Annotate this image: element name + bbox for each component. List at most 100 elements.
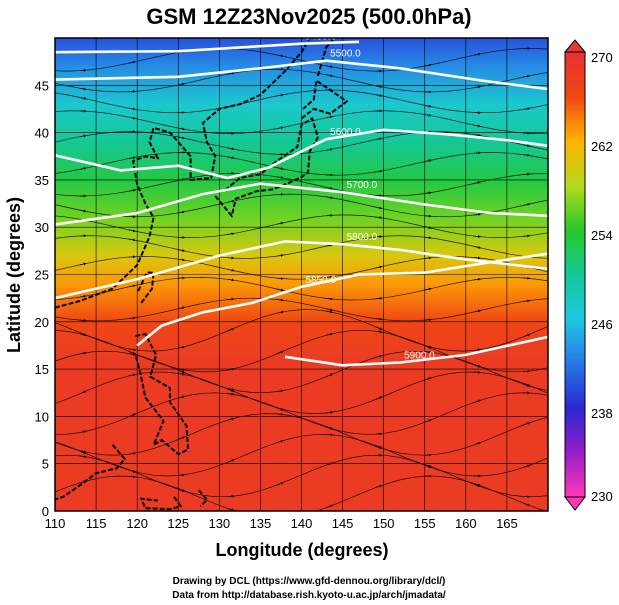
wind-arrow	[326, 426, 333, 430]
wind-arrow	[227, 200, 235, 203]
streamline	[55, 309, 548, 352]
wind-arrow	[128, 156, 136, 160]
x-tick-label: 155	[414, 516, 436, 531]
wind-arrow	[375, 354, 383, 358]
x-tick-label: 120	[126, 516, 148, 531]
wind-arrow	[523, 333, 531, 338]
contour-label: 5800.0	[347, 232, 378, 243]
wind-arrow	[178, 488, 186, 492]
wind-arrow	[326, 332, 333, 336]
y-tick-label: 45	[35, 78, 49, 93]
wind-arrow	[79, 96, 87, 100]
x-tick-label: 145	[332, 516, 354, 531]
height-contours: 5400.0 5500.0 5600.0 5800.0 5700.0 5850.0 5900…	[55, 38, 548, 367]
wind-arrow	[79, 332, 87, 336]
colorbar-tick-label: 262	[591, 139, 613, 154]
wind-arrow	[424, 104, 432, 108]
plot-frame	[54, 37, 549, 512]
wind-arrow	[79, 134, 87, 138]
wind-arrow	[128, 353, 136, 356]
contour-label: 5850.0	[306, 275, 337, 286]
wind-arrow	[375, 330, 383, 334]
wind-arrow	[276, 439, 284, 443]
y-tick-label: 0	[42, 504, 49, 519]
wind-arrow	[227, 367, 235, 371]
wind-arrow	[227, 388, 235, 392]
wind-arrow	[79, 430, 87, 434]
y-tick-label: 35	[35, 173, 49, 188]
wind-arrow	[276, 126, 284, 130]
wind-arrow	[523, 203, 531, 206]
wind-arrow	[474, 277, 481, 281]
wind-arrow	[227, 327, 235, 332]
wind-arrow	[375, 265, 383, 269]
wind-arrow	[523, 234, 531, 238]
wind-arrow	[326, 462, 333, 466]
colorbar-tick-label: 230	[591, 489, 613, 504]
wind-arrow	[326, 196, 333, 199]
height-contour	[136, 252, 548, 347]
x-tick-label: 160	[455, 516, 477, 531]
wind-arrow	[128, 475, 136, 479]
contour-label: 5900.0	[404, 350, 435, 361]
height-contour	[55, 240, 548, 300]
contour-label: 5700.0	[347, 180, 378, 191]
wind-arrow	[326, 74, 333, 77]
contour-label: 5600.0	[330, 127, 361, 138]
y-tick-label: 10	[35, 409, 49, 424]
wind-arrow	[424, 345, 432, 349]
wind-arrow	[79, 450, 87, 453]
height-contour	[55, 40, 360, 54]
streamline	[55, 131, 548, 155]
x-tick-label: 135	[250, 516, 272, 531]
wind-arrow	[424, 318, 432, 322]
wind-arrow	[276, 350, 284, 355]
wind-arrow	[523, 276, 531, 280]
x-tick-label: 110	[45, 516, 66, 531]
wind-arrow	[128, 350, 136, 355]
wind-arrow	[523, 422, 531, 426]
streamline	[55, 256, 548, 280]
coastline-segment	[139, 496, 183, 511]
wind-arrow	[276, 288, 284, 292]
wind-arrow	[326, 148, 333, 151]
y-tick-label: 15	[35, 362, 49, 377]
wind-arrow	[424, 159, 432, 163]
streamline	[55, 454, 548, 498]
wind-arrow	[424, 287, 432, 291]
wind-arrow	[227, 392, 235, 396]
x-axis-ticks: 110 115 120 125 130 135 140 145 150 155 160 165	[45, 516, 518, 531]
colorbar-max-extend	[563, 39, 587, 53]
wind-arrow	[178, 258, 186, 262]
streamline	[55, 277, 548, 301]
wind-arrow	[128, 452, 136, 455]
wind-arrow	[79, 68, 87, 72]
wind-arrow	[473, 133, 481, 137]
wind-arrow	[473, 85, 481, 89]
wind-arrow	[326, 297, 334, 301]
y-tick-label: 5	[42, 457, 49, 472]
wind-arrow	[227, 156, 235, 160]
wind-arrow	[326, 504, 333, 509]
data-credit: Data from http://database.rish.kyoto-u.a…	[172, 590, 446, 601]
wind-arrow	[473, 181, 481, 184]
wind-arrow	[473, 442, 481, 446]
wind-arrow	[128, 229, 136, 233]
wind-arrow	[79, 209, 87, 213]
wind-arrow	[276, 407, 284, 411]
wind-arrow	[424, 191, 432, 195]
streamline	[55, 235, 548, 259]
wind-arrow	[375, 445, 383, 449]
wind-arrow	[178, 369, 186, 374]
wind-arrow	[473, 399, 481, 403]
wind-arrow	[375, 137, 383, 141]
wind-arrow	[178, 127, 186, 131]
x-tick-label: 150	[373, 516, 395, 531]
wind-arrow	[523, 144, 531, 148]
wind-streamlines	[55, 47, 548, 511]
colorbar-min-extend	[563, 496, 587, 511]
wind-arrow	[276, 254, 284, 257]
height-contour	[284, 335, 548, 367]
wind-arrow	[326, 411, 334, 414]
